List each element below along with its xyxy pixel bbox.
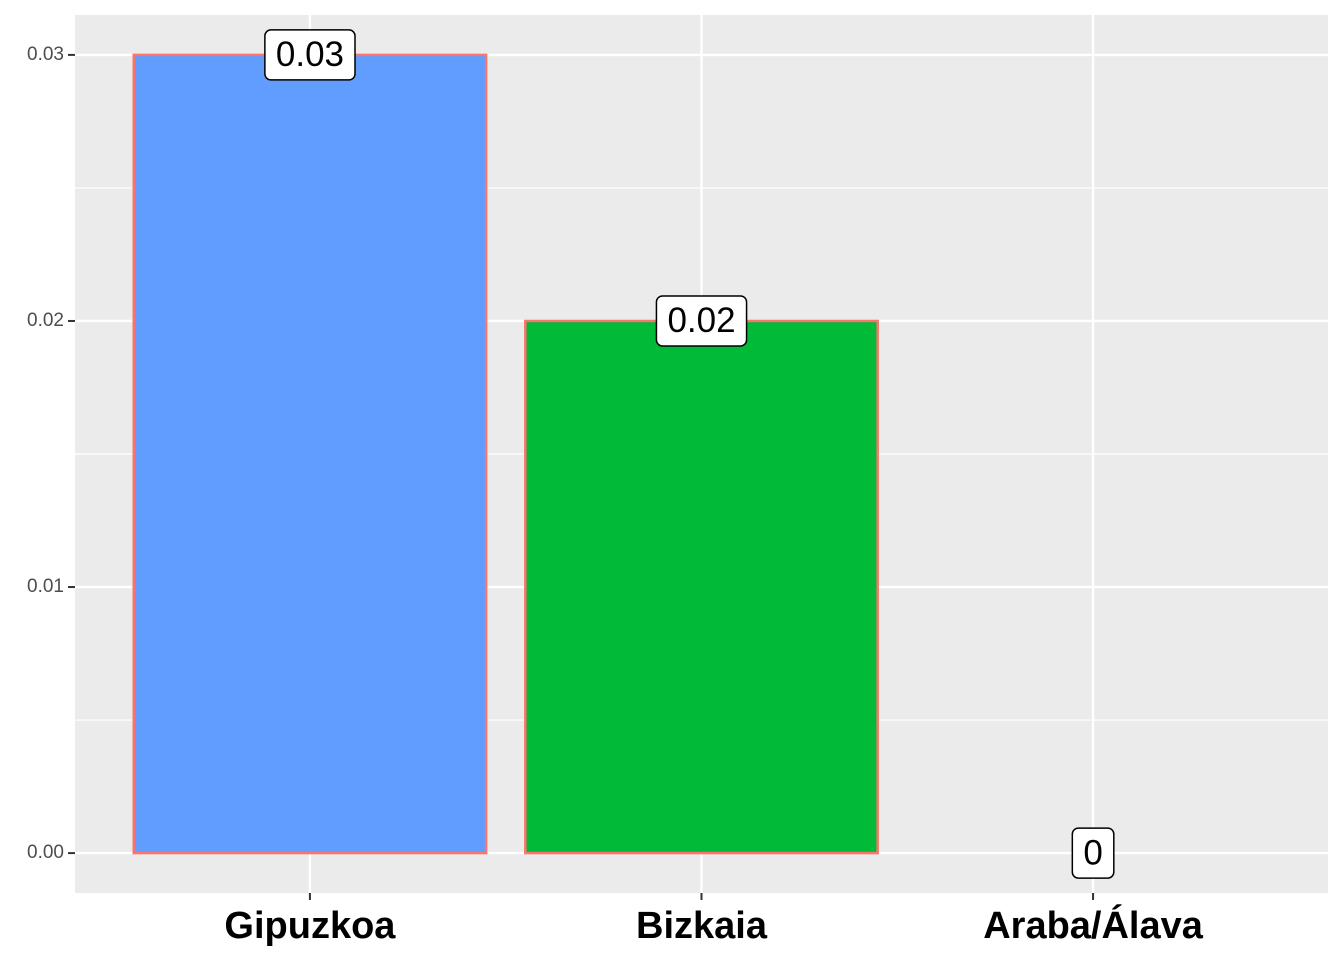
y-tick-label: 0.02 xyxy=(27,310,64,331)
value-label: 0.02 xyxy=(667,301,735,340)
y-tick-label: 0.01 xyxy=(27,576,64,597)
y-tick-label: 0.03 xyxy=(27,44,64,65)
bar xyxy=(132,53,488,855)
value-label: 0 xyxy=(1083,833,1102,872)
value-label-box xyxy=(655,295,748,347)
bar xyxy=(524,319,879,855)
value-label-box xyxy=(264,29,356,81)
x-tick-label: Gipuzkoa xyxy=(224,905,396,947)
x-tick-label: Bizkaia xyxy=(636,905,768,947)
y-tick-label: 0.00 xyxy=(27,842,64,863)
value-label: 0.03 xyxy=(276,35,344,74)
value-label-box xyxy=(1071,827,1115,879)
x-tick-label: Araba/Álava xyxy=(983,903,1204,947)
